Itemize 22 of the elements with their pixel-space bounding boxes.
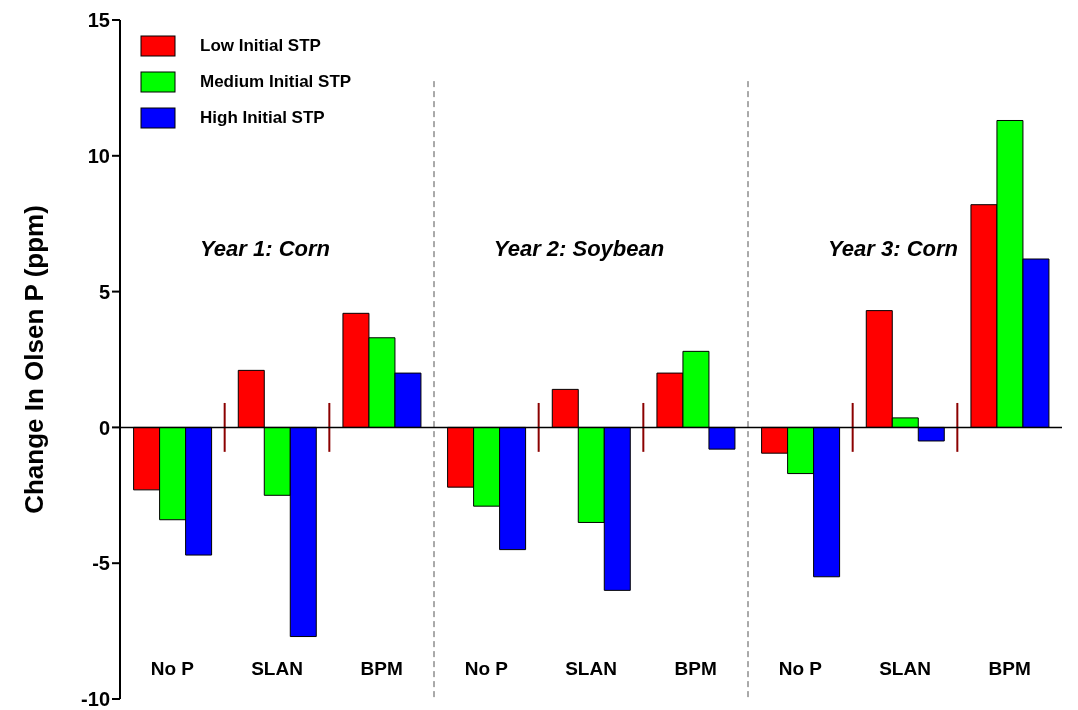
y-axis-title: Change In Olsen P (ppm) — [19, 205, 50, 514]
y-tick-label: 10 — [87, 144, 110, 167]
x-tick-label: No P — [464, 658, 509, 679]
y-tick-label: 0 — [98, 416, 110, 439]
x-tick-label: No P — [150, 658, 195, 679]
y-tick-label: -10 — [81, 688, 110, 710]
legend-label: Low Initial STP — [200, 36, 321, 56]
annotation: Year 3: Corn — [827, 236, 959, 262]
x-tick-label: SLAN — [565, 658, 617, 679]
y-tick-label: -5 — [92, 552, 110, 575]
y-tick-label: 5 — [98, 280, 110, 303]
x-tick-label: BPM — [360, 658, 403, 679]
legend-label: Medium Initial STP — [200, 72, 352, 92]
x-tick-label: SLAN — [251, 658, 303, 679]
x-tick-label: SLAN — [879, 658, 931, 679]
annotation: Year 2: Soybean — [493, 236, 665, 262]
x-tick-label: BPM — [674, 658, 717, 679]
x-tick-label: No P — [778, 658, 823, 679]
annotation: Year 1: Corn — [199, 236, 331, 262]
x-tick-label: BPM — [988, 658, 1031, 679]
y-tick-label: 15 — [87, 9, 110, 32]
legend-label: High Initial STP — [200, 108, 325, 128]
